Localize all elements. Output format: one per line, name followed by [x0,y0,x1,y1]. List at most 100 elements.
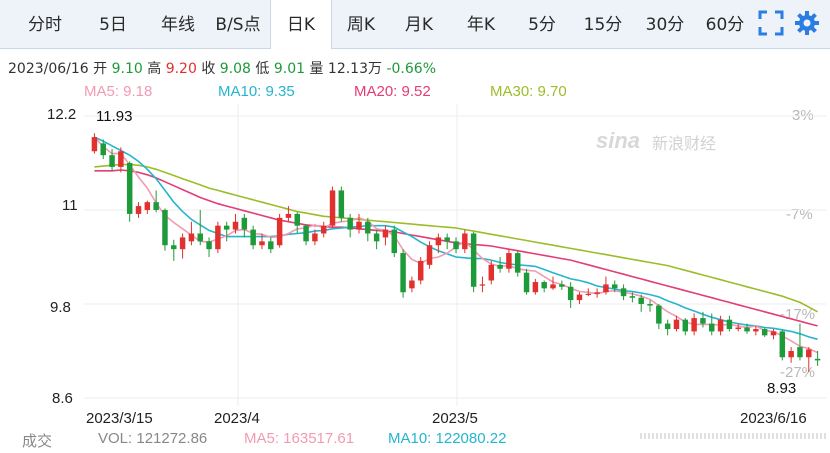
tab-15min[interactable]: 15分 [583,15,623,35]
candle-body [664,323,671,330]
candle-body [391,229,397,254]
high-label: 高 [147,61,162,77]
candle-body [567,286,574,301]
watermark-text: 新浪财经 [652,134,717,153]
tab-weekly-k[interactable]: 周K [346,15,376,35]
candle-body [409,280,415,289]
min-price-annotation: 8.93 [767,380,797,397]
candle-body [788,351,794,358]
volume-label: 量 [309,61,324,77]
candle-body [91,137,98,152]
candle-body [268,241,274,250]
candle-body [691,318,697,332]
candle-body [585,293,592,296]
change-value: -0.66% [386,61,436,77]
gear-icon[interactable] [794,10,820,36]
legend-ma20: MA20: 9.52 [354,83,431,100]
candle-body [717,319,724,332]
candle-body [188,233,195,242]
candle-body [444,237,450,242]
candle-body [638,297,644,304]
pct-tick-label: -7% [786,206,813,223]
info-date: 2023/06/16 [8,61,89,77]
candle-body [126,163,133,214]
candle-body [285,213,292,218]
x-tick-label: 2023/4 [214,410,260,427]
tab-60min[interactable]: 60分 [705,15,745,35]
candle-body [656,305,662,324]
candle-body [603,284,609,293]
close-label: 收 [201,61,216,77]
y-tick-label: 12.2 [47,106,77,123]
tab-5day[interactable]: 5日 [99,15,127,35]
legend-ma10: MA10: 9.35 [218,83,295,100]
candle-body [523,272,530,293]
low-label: 低 [255,61,270,77]
candle-body [532,282,539,293]
pct-tick-label: 3% [792,107,814,124]
candle-body [241,217,248,230]
ma10-line [94,136,818,341]
ma30-line [94,163,818,313]
open-label: 开 [93,61,108,77]
candle-body [761,329,768,336]
candle-body [276,217,283,246]
candle-body [462,233,468,250]
candle-body [400,253,406,293]
candle-body [303,225,309,242]
close-value: 9.08 [219,61,251,77]
tab-daily-k[interactable]: 日K [270,0,332,49]
candle-body [382,229,389,238]
candle-body [506,253,512,269]
legend-ma30: MA30: 9.70 [490,83,567,100]
candle-body [726,319,733,330]
candle-body [118,151,124,167]
pct-tick-label: -27% [780,364,816,381]
y-tick-label: 11 [62,197,78,214]
tab-5min[interactable]: 5分 [528,15,556,35]
candle-body [338,190,345,218]
candle-body [682,319,689,332]
ohlc-info-row: 2023/06/16 开 9.10 高 9.20 收 9.08 低 9.01 量… [8,58,436,78]
x-tick-label: 2023/6/16 [740,410,807,427]
candle-body [629,296,636,298]
candle-body [753,329,759,332]
candle-body [541,282,547,289]
volume-section-label: 成交 [22,432,53,450]
candle-body [744,327,750,332]
candle-body [488,264,495,281]
candle-body [435,237,442,246]
candle-body [356,221,362,230]
candle-body [806,349,812,358]
pct-tick-label: -17% [780,306,816,323]
candle-body [735,327,741,330]
candle-body [797,347,803,358]
legend-ma5: MA5: 9.18 [84,83,153,100]
x-tick-label: 2023/5 [432,410,478,427]
candle-body [179,237,186,250]
max-price-annotation: 11.93 [96,108,133,125]
sina-logo: sina [596,128,641,153]
tab-monthly-k[interactable]: 月K [404,15,434,35]
candle-body [515,253,521,273]
tab-30min[interactable]: 30分 [645,15,685,35]
candle-body [232,221,239,230]
candle-body [620,288,627,297]
candle-body [814,358,821,361]
tab-year-line[interactable]: 年线 [161,15,195,35]
candle-body [153,202,159,210]
tab-bs-points[interactable]: B/S点 [215,15,261,35]
candle-body [373,233,380,242]
y-tick-label: 9.8 [50,299,71,316]
candle-body [312,233,318,242]
candle-body [197,233,203,242]
fullscreen-icon[interactable] [758,10,784,36]
tab-intraday[interactable]: 分时 [28,15,62,35]
candle-body [426,245,433,265]
candle-body [347,217,353,230]
low-value: 9.01 [273,61,306,77]
candle-body [709,323,715,332]
tab-yearly-k[interactable]: 年K [466,15,496,35]
candle-body [770,331,777,336]
candle-body [779,331,786,358]
